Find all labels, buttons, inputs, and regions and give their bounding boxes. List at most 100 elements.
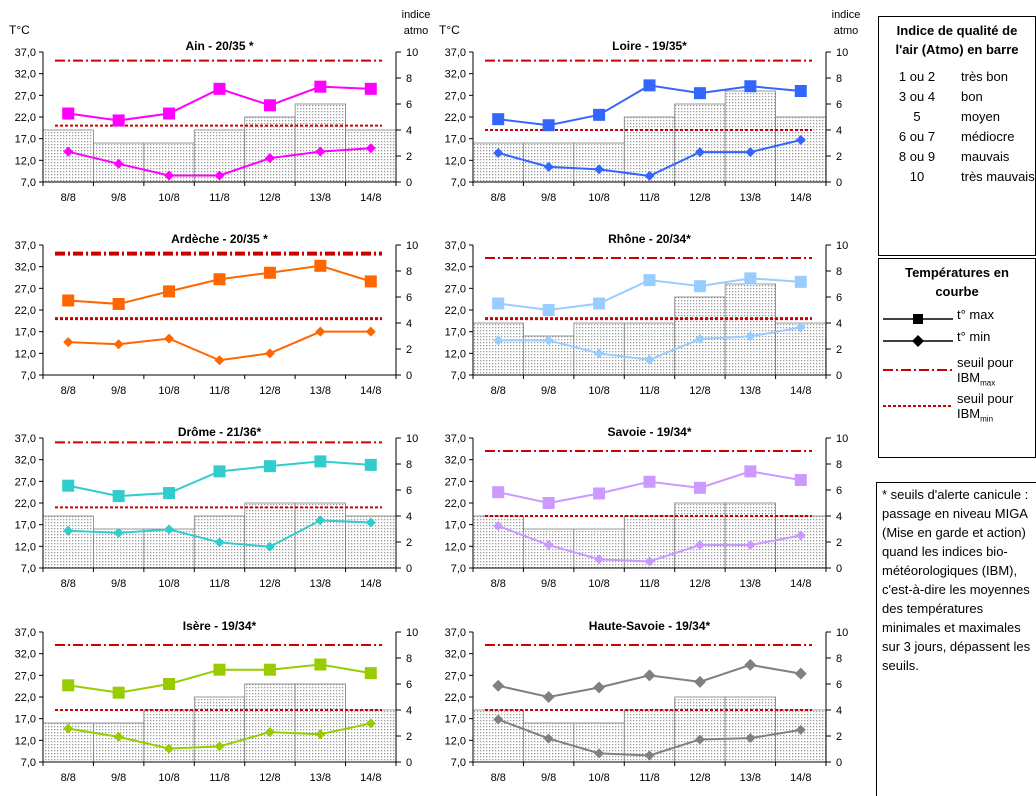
tmax-point — [263, 99, 276, 112]
x-tick-label: 10/8 — [158, 385, 179, 397]
y-tick-label: 17,0 — [445, 714, 466, 726]
legend-tmax-label: t° max — [957, 307, 994, 322]
tmax-point — [593, 681, 606, 694]
tmin-point — [214, 170, 225, 181]
x-tick-label: 12/8 — [259, 772, 280, 784]
tmin-point — [113, 158, 124, 169]
y2-tick-label: 2 — [406, 537, 412, 549]
tmin-point — [745, 147, 756, 158]
tmax-point — [213, 273, 226, 286]
tmax-point — [744, 465, 757, 478]
x-tick-label: 14/8 — [360, 385, 381, 397]
tmin-point — [164, 524, 175, 535]
tmin-point — [594, 348, 605, 359]
legend-tmin: t° min — [879, 329, 1035, 355]
chart-5: Savoie - 19/34* 7,0 12,0 17,0 22,0 27,0 32,0 37… — [445, 425, 849, 590]
y-tick-label: 22,0 — [15, 305, 36, 317]
y-tick-label: 32,0 — [15, 69, 36, 81]
legend-ibm-max-label: seuil pour IBMmax — [957, 355, 1013, 391]
atmo-legend-title: Indice de qualité de l'air (Atmo) en bar… — [879, 17, 1035, 59]
tmin-point — [694, 147, 705, 158]
chart-title: Savoie - 19/34* — [607, 425, 691, 439]
tmax-point — [213, 82, 226, 95]
tmin-point — [745, 540, 756, 551]
tmin-point — [795, 322, 806, 333]
tmin-point — [264, 153, 275, 164]
y2-tick-label: 0 — [406, 757, 412, 769]
tmax-point — [492, 297, 505, 310]
y2-axis-label: atmo — [834, 25, 858, 37]
x-tick-label: 9/8 — [541, 192, 556, 204]
chart-title: Loire - 19/35* — [612, 39, 687, 53]
tmax-point — [693, 280, 706, 293]
y-tick-label: 37,0 — [445, 627, 466, 639]
y-tick-label: 17,0 — [15, 520, 36, 532]
tmin-point — [214, 741, 225, 752]
x-tick-label: 13/8 — [310, 385, 331, 397]
x-tick-label: 13/8 — [310, 772, 331, 784]
atmo-bar — [623, 322, 676, 376]
tmax-point — [112, 490, 125, 503]
tmax-point — [492, 486, 505, 499]
tmin-point — [164, 743, 175, 754]
atmo-bar — [93, 722, 145, 763]
y2-tick-label: 0 — [406, 177, 412, 189]
tmax-point — [643, 669, 656, 682]
x-tick-label: 10/8 — [588, 578, 609, 590]
y-tick-label: 12,0 — [445, 155, 466, 167]
y2-tick-label: 6 — [836, 99, 842, 111]
x-tick-label: 14/8 — [790, 385, 811, 397]
y-tick-label: 12,0 — [445, 541, 466, 553]
chart-2: Ardèche - 20/35 * 7,0 12,0 17,0 22,0 27,0 32,0… — [15, 232, 419, 397]
tmin-point — [365, 718, 376, 729]
tmin-point — [315, 326, 326, 337]
chart-title: Drôme - 21/36* — [178, 425, 262, 439]
y2-tick-label: 4 — [406, 705, 412, 717]
y2-tick-label: 10 — [836, 240, 848, 252]
temperature-legend-title-line2: courbe — [935, 284, 979, 299]
x-tick-label: 12/8 — [689, 192, 710, 204]
tmax-point — [364, 458, 377, 471]
y-tick-label: 22,0 — [445, 692, 466, 704]
tmax-point — [213, 663, 226, 676]
atmo-bar — [724, 283, 776, 376]
y2-tick-label: 10 — [836, 47, 848, 59]
chart-6: Isère - 19/34* 7,0 12,0 17,0 22,0 27,0 32,0 37,… — [15, 619, 419, 784]
tmax-point — [314, 455, 327, 468]
tmax-point — [643, 475, 656, 488]
tmin-point — [795, 134, 806, 145]
alert-note-text: * seuils d'alerte canicule : passage en … — [882, 487, 1031, 673]
legend-ibm-min-sub: min — [980, 414, 994, 424]
atmo-bar — [193, 696, 246, 763]
atmo-bar — [244, 502, 296, 569]
tmax-point — [492, 679, 505, 692]
tmax-point — [542, 497, 555, 509]
atmo-bar — [345, 709, 397, 763]
atmo-bar — [294, 103, 346, 183]
y-tick-label: 22,0 — [445, 498, 466, 510]
y-tick-label: 7,0 — [451, 177, 466, 189]
y2-tick-label: 8 — [406, 459, 412, 471]
y-tick-label: 27,0 — [445, 283, 466, 295]
temperature-legend-title-line1: Températures en — [905, 265, 1009, 280]
legend-tmax-symbol — [883, 314, 953, 324]
tmax-point — [62, 479, 75, 492]
y-tick-label: 12,0 — [15, 348, 36, 360]
y2-tick-label: 0 — [406, 563, 412, 575]
chart-title: Ardèche - 20/35 * — [171, 232, 268, 246]
x-tick-label: 13/8 — [310, 578, 331, 590]
y-tick-label: 32,0 — [15, 455, 36, 467]
tmin-point — [745, 733, 756, 744]
y-tick-label: 27,0 — [15, 670, 36, 682]
tmin-point — [63, 146, 74, 157]
atmo-bar — [775, 515, 827, 569]
y-tick-label: 27,0 — [15, 283, 36, 295]
tmin-point — [264, 541, 275, 552]
x-tick-label: 9/8 — [541, 385, 556, 397]
tmax-point — [593, 297, 606, 310]
tmin-point — [365, 326, 376, 337]
tmax-point — [62, 294, 75, 307]
tmin-point — [113, 339, 124, 350]
y2-tick-label: 4 — [406, 511, 412, 523]
